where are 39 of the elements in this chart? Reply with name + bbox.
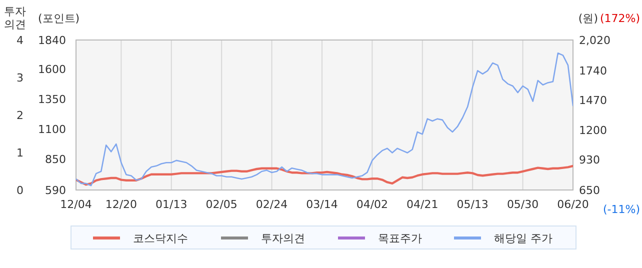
x-tick-label: 04/02 (356, 198, 388, 211)
text: (-11%) (602, 203, 640, 216)
x-tick-label: 05/13 (456, 198, 488, 211)
x-tick-label: 04/21 (406, 198, 438, 211)
y3-tick-label: 3 (16, 72, 24, 84)
y3-tick-label: 2 (16, 109, 24, 122)
legend-label: 해당일 주가 (494, 232, 552, 245)
y2-tick-label: 1740 (579, 64, 607, 78)
legend-label: 코스닥지수 (133, 232, 188, 245)
legend-label: 투자의견 (261, 232, 305, 245)
x-tick-label: 06/20 (557, 198, 589, 211)
y3-tick-label: 1 (16, 146, 24, 160)
line-series (76, 52, 573, 186)
line-series (76, 164, 573, 186)
y2-tick-label: 650 (579, 184, 600, 197)
y-tick-label: 1840 (38, 34, 66, 47)
x-tick-label: 02/05 (206, 198, 238, 211)
text: (172%) (600, 12, 640, 25)
y2-tick-label: 2,020 (579, 34, 610, 47)
x-tick-label: 05/30 (506, 198, 539, 211)
y2-tick-label: 1200 (579, 124, 607, 137)
y-tick-label: 1600 (38, 62, 66, 76)
y2-tick-label: 930 (579, 153, 600, 166)
y2-tick-label: 1470 (579, 94, 607, 108)
y-tick-label: 590 (45, 184, 66, 197)
y-tick-label: 850 (45, 152, 66, 166)
y3-tick-label: 4 (16, 34, 24, 47)
y3-axis-title: 투자의견 (4, 5, 26, 31)
x-tick-label: 01/13 (156, 198, 188, 211)
x-tick-label: 02/24 (256, 198, 288, 211)
y-tick-label: 1100 (38, 122, 66, 136)
x-tick-label: 12/20 (105, 198, 138, 211)
y-tick-label: 1350 (38, 92, 66, 106)
y-axis-title: (포인트) (38, 12, 80, 25)
y2-axis-title: (원) (578, 12, 598, 25)
legend-label: 목표주가 (378, 232, 422, 245)
y3-tick-label: 0 (16, 184, 24, 197)
x-tick-label: 03/14 (306, 198, 338, 211)
x-tick-label: 12/04 (60, 198, 92, 211)
